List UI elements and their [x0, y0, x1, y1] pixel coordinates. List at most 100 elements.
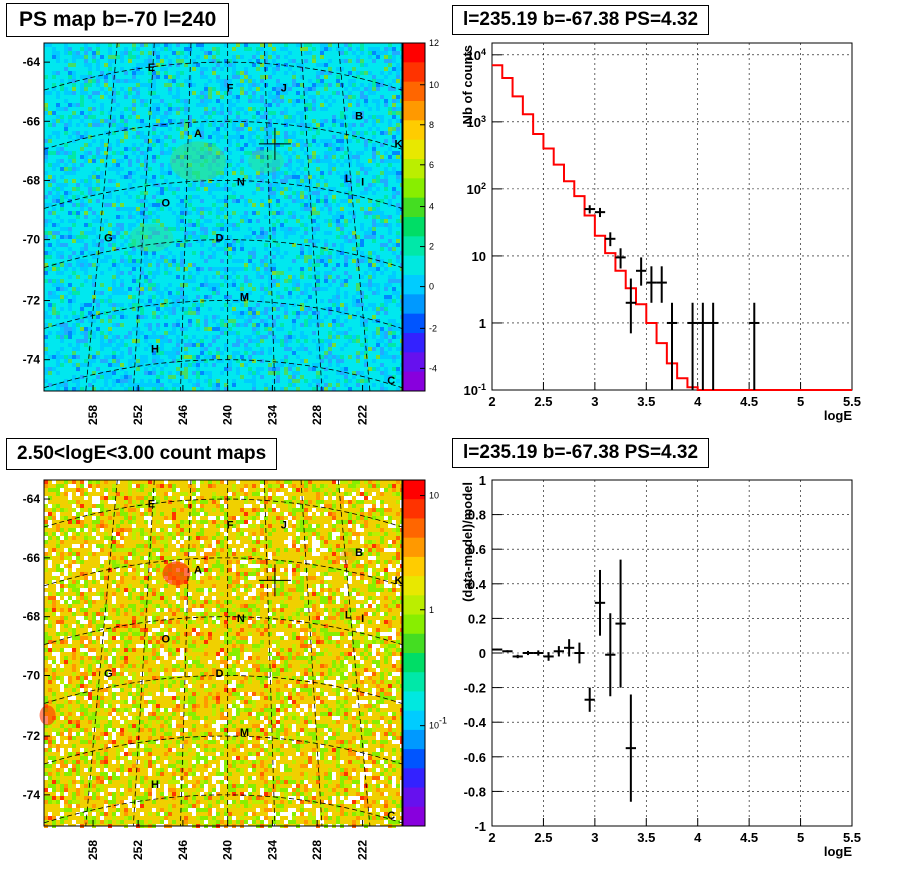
count-map-panel: E F J A B K N L I O G D M H C -64 -66 -68 -70 -72 -74 258 252 2…	[23, 479, 447, 860]
colorbar-frame	[402, 479, 426, 827]
colorbar-tick-label: 2	[429, 242, 434, 252]
ps-map-hotspot	[247, 149, 284, 174]
y-tick-label: -72	[23, 729, 41, 743]
source-label-L: L	[345, 173, 352, 185]
y-tick-label: -0.6	[464, 750, 486, 765]
y-tick-label: -68	[23, 173, 41, 187]
y-tick-label: -64	[23, 492, 41, 506]
colorbar-tick-label: 12	[429, 38, 439, 48]
y-tick-label: 104	[467, 47, 486, 63]
source-label-D: D	[215, 232, 223, 244]
colorbar-tick-label: 0	[429, 282, 434, 292]
colorbar-tick-label: 10	[429, 80, 439, 90]
source-label-J: J	[281, 519, 287, 531]
x-tick-label: 4	[694, 830, 702, 845]
source-label-O: O	[161, 634, 170, 646]
source-label-F: F	[227, 83, 234, 95]
x-tick-label: 4	[694, 394, 702, 409]
source-label-B: B	[355, 111, 363, 123]
longitude-line	[132, 479, 155, 827]
colorbar-frame	[402, 42, 426, 392]
colorbar-tick-label: 1	[429, 605, 434, 615]
source-label-B: B	[355, 547, 363, 559]
x-axis-label: logE	[824, 408, 852, 423]
x-tick-label: 4.5	[740, 830, 758, 845]
x-tick-label: 5.5	[843, 830, 861, 845]
source-label-I: I	[361, 613, 364, 625]
residual-title: l=235.19 b=-67.38 PS=4.32	[452, 438, 710, 468]
latitude-line	[43, 557, 403, 587]
count-map-hotspot	[162, 561, 191, 586]
y-tick-label: -74	[23, 353, 41, 367]
count-map-graticule	[43, 479, 403, 827]
y-tick-label: -66	[23, 551, 41, 565]
colorbar-tick-label: 8	[429, 120, 434, 130]
colorbar-tick-label: -2	[429, 323, 437, 333]
x-tick-label: 234	[265, 840, 279, 860]
y-tick-label: 0.4	[468, 577, 487, 592]
latitude-line	[43, 498, 403, 528]
y-tick-label: 0.2	[468, 611, 486, 626]
ps-map-graticule	[43, 42, 403, 392]
y-tick-label: 102	[467, 181, 486, 197]
source-label-H: H	[151, 344, 159, 356]
source-label-M: M	[240, 727, 249, 739]
y-tick-label: -0.8	[464, 784, 486, 799]
x-tick-label: 3	[591, 394, 598, 409]
source-label-E: E	[148, 62, 155, 74]
count-map-pixels	[44, 480, 404, 828]
ps-map-hotspot	[129, 223, 174, 252]
x-tick-label: 240	[221, 840, 235, 860]
source-label-D: D	[215, 668, 223, 680]
longitude-line	[337, 479, 371, 827]
source-label-K: K	[394, 138, 402, 150]
y-tick-label: -0.2	[464, 681, 486, 696]
count-map-hotspot	[340, 548, 357, 565]
source-label-I: I	[361, 177, 364, 189]
colorbar-tick-label: 10-1	[429, 716, 447, 731]
y-tick-label: 0.6	[468, 542, 486, 557]
source-label-M: M	[240, 292, 249, 304]
source-label-A: A	[194, 128, 202, 140]
spectrum-plot: 2 2.5 3 3.5 4 4.5 5 5.5 10-1 1 10 102 103 104 logE Nb o…	[460, 42, 861, 423]
ps-map-panel: E F J A B K N L I O G D M H C -64 -66 -68 -70 -72 -74 258 252 2…	[23, 38, 439, 425]
colorbar-tick-label: -4	[429, 363, 437, 373]
x-tick-label: 258	[86, 840, 100, 860]
source-label-N: N	[237, 177, 245, 189]
residual-plot: 2 2.5 3 3.5 4 4.5 5 5.5 1 0.8 0.6 0.4 0.2 0 -0.2 -0.4 -0…	[460, 473, 861, 859]
source-label-G: G	[104, 232, 113, 244]
source-label-H: H	[151, 779, 159, 791]
x-tick-label: 222	[356, 840, 370, 860]
model-step-line	[492, 64, 852, 391]
x-axis-label: logE	[824, 844, 852, 859]
x-tick-label: 234	[265, 405, 279, 425]
x-tick-label: 246	[176, 840, 190, 860]
x-tick-label: 2	[488, 394, 495, 409]
colorbar-tick-label: 6	[429, 160, 434, 170]
x-tick-label: 2.5	[534, 394, 552, 409]
x-tick-label: 228	[310, 840, 324, 860]
longitude-line	[132, 42, 155, 392]
x-tick-label: 228	[310, 405, 324, 425]
source-label-O: O	[161, 198, 170, 210]
count-map-colorbar: 10 1 10-1	[402, 479, 447, 827]
latitude-line	[43, 675, 403, 704]
source-label-F: F	[227, 519, 234, 531]
y-tick-label: 1	[479, 473, 486, 488]
source-label-C: C	[387, 375, 395, 387]
latitude-line	[43, 359, 403, 389]
ps-map-title: PS map b=-70 l=240	[6, 3, 230, 37]
x-tick-label: 2	[488, 830, 495, 845]
source-label-E: E	[148, 499, 155, 511]
x-tick-label: 3.5	[637, 830, 655, 845]
colorbar-tick-label: 4	[429, 202, 434, 212]
latitude-line	[43, 239, 403, 269]
latitude-line	[43, 120, 403, 150]
y-tick-label: -70	[23, 668, 41, 682]
residual-grid	[491, 479, 853, 827]
y-tick-label: 0	[479, 646, 486, 661]
x-tick-label: 222	[356, 405, 370, 425]
spectrum-title: l=235.19 b=-67.38 PS=4.32	[452, 5, 710, 35]
source-label-J: J	[281, 83, 287, 95]
